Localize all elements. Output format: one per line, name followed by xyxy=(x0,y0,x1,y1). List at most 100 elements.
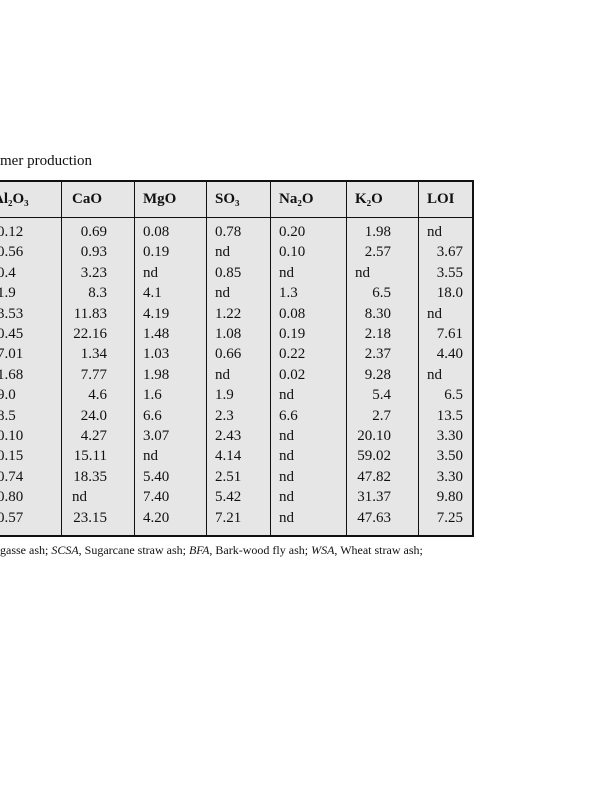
table-cell: 9.28 xyxy=(364,366,391,383)
table-cell: 0.12 xyxy=(0,224,24,240)
table-cell: 2.18 xyxy=(364,326,391,342)
header-cell: CaO xyxy=(72,191,102,207)
table-cell: 0.56 xyxy=(0,244,24,261)
table-cell: 59.02 xyxy=(357,448,391,465)
table: Al₂O₃ CaO MgO SO₃ Na₂O K₂O LOI 0.12 0.69 0.08 0.78… xyxy=(0,180,474,537)
table-cell: nd xyxy=(215,285,230,302)
table-cell: 3.50 xyxy=(436,448,463,465)
table-cell: 8.3 xyxy=(88,285,107,302)
table-cell: nd xyxy=(427,305,442,322)
table-cell: 0.15 xyxy=(0,448,24,465)
table-cell: 3.53 xyxy=(0,305,24,322)
abbreviation: WSA xyxy=(311,543,335,557)
table-cell: 0.74 xyxy=(0,468,24,485)
table-cell: 8.5 xyxy=(0,407,16,424)
table-cell: 2.51 xyxy=(215,468,242,485)
table-cell: 4.20 xyxy=(143,509,170,526)
table-cell: nd xyxy=(143,448,158,465)
table-cell: 1.68 xyxy=(0,366,24,383)
table-cell: 4.40 xyxy=(436,346,463,363)
table-cell: 7.25 xyxy=(436,509,463,526)
table-cell: nd xyxy=(279,468,294,485)
table-cell: 0.08 xyxy=(279,305,306,322)
abbreviation: BFA xyxy=(188,543,210,557)
table-cell: 0.22 xyxy=(279,346,306,363)
table-cell: nd xyxy=(355,264,370,281)
table-cell: nd xyxy=(427,366,442,383)
table-cell: nd xyxy=(279,509,294,526)
table-cell: 3.67 xyxy=(436,244,463,261)
column-rule xyxy=(418,182,419,535)
table-cell: 6.5 xyxy=(372,285,391,302)
table-cell: 0.4 xyxy=(0,264,16,281)
table-cell: 0.69 xyxy=(80,224,107,240)
table-cell: 0.20 xyxy=(279,224,306,240)
table-cell: 0.10 xyxy=(0,428,24,444)
table-cell: 6.5 xyxy=(444,387,463,404)
table-cell: 0.08 xyxy=(143,224,170,240)
table-cell: 2.43 xyxy=(215,428,242,444)
column-rule xyxy=(270,182,271,535)
table-cell: 31.37 xyxy=(357,489,391,506)
table-cell: 0.57 xyxy=(0,509,24,526)
table-cell: 1.98 xyxy=(364,224,391,240)
table-cell: 1.08 xyxy=(215,326,242,342)
footnote: gasse ash; SCSA, Sugarcane straw ash; BF… xyxy=(0,543,423,558)
table-cell: 2.3 xyxy=(215,407,234,424)
table-cell: 1.98 xyxy=(143,366,170,383)
table-cell: 6.6 xyxy=(143,407,162,424)
table-cell: 3.07 xyxy=(143,428,170,444)
table-cell: 5.42 xyxy=(215,489,242,506)
header-cell: SO₃ xyxy=(215,191,240,207)
table-cell: 1.34 xyxy=(80,346,107,363)
table-cell: 0.80 xyxy=(0,489,24,506)
table-cell: 1.22 xyxy=(215,305,242,322)
table-cell: 0.02 xyxy=(279,366,306,383)
header-rule xyxy=(0,217,472,218)
abbreviation: SCSA xyxy=(51,543,79,557)
header-cell: MgO xyxy=(143,191,177,207)
table-cell: 15.11 xyxy=(73,448,107,465)
header-cell: LOI xyxy=(427,191,455,207)
table-cell: nd xyxy=(215,366,230,383)
table-cell: 47.82 xyxy=(357,468,391,485)
table-cell: 9.80 xyxy=(436,489,463,506)
header-cell: K₂O xyxy=(355,191,383,207)
table-cell: 18.0 xyxy=(436,285,463,302)
table-cell: 3.30 xyxy=(436,468,463,485)
table-cell: 2.7 xyxy=(372,407,391,424)
table-cell: 18.35 xyxy=(73,468,107,485)
column-rule xyxy=(61,182,62,535)
footnote-text: gasse ash; xyxy=(0,543,52,557)
table-cell: 2.37 xyxy=(364,346,391,363)
table-cell: 5.40 xyxy=(143,468,170,485)
table-cell: 4.1 xyxy=(143,285,162,302)
table-cell: 9.0 xyxy=(0,387,16,404)
table-cell: 47.63 xyxy=(357,509,391,526)
table-cell: nd xyxy=(143,264,158,281)
table-cell: 3.30 xyxy=(436,428,463,444)
table-cell: 4.14 xyxy=(215,448,242,465)
table-cell: 0.19 xyxy=(143,244,170,261)
table-cell: 0.93 xyxy=(80,244,107,261)
table-cell: 1.9 xyxy=(215,387,234,404)
table-cell: 11.83 xyxy=(73,305,107,322)
table-cell: 4.19 xyxy=(143,305,170,322)
table-cell: 20.10 xyxy=(357,428,391,444)
table-cell: 0.10 xyxy=(279,244,306,261)
table-cell: 7.01 xyxy=(0,346,24,363)
table-caption: mer production xyxy=(0,153,93,169)
table-cell: nd xyxy=(427,224,442,240)
table-cell: 7.21 xyxy=(215,509,242,526)
table-cell: 22.16 xyxy=(73,326,107,342)
table-cell: 24.0 xyxy=(80,407,107,424)
table-cell: nd xyxy=(215,244,230,261)
table-cell: 5.4 xyxy=(372,387,391,404)
table-cell: 6.6 xyxy=(279,407,298,424)
table-cell: nd xyxy=(72,489,87,506)
table-cell: 1.48 xyxy=(143,326,170,342)
table-cell: 7.77 xyxy=(80,366,107,383)
table-cell: 0.19 xyxy=(279,326,306,342)
table-cell: 13.5 xyxy=(436,407,463,424)
